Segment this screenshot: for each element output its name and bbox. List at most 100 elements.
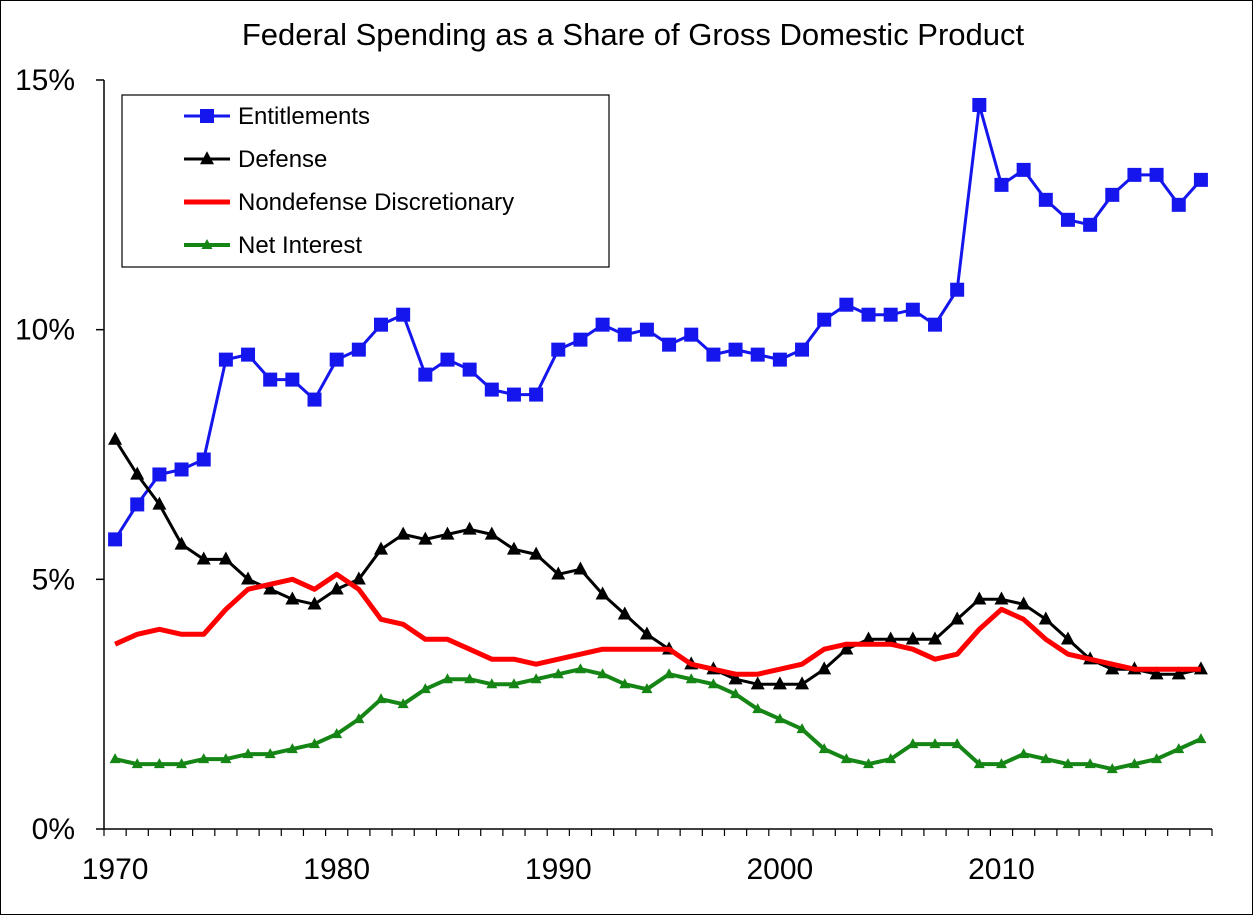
data-point-defense [529,546,544,560]
data-point-net-interest [641,683,653,694]
data-point-entitlements [639,322,654,337]
data-point-net-interest [685,673,697,684]
data-point-net-interest [597,668,609,679]
x-tick-label: 1970 [82,853,149,886]
data-point-net-interest [1040,753,1052,764]
data-point-defense [551,566,566,580]
data-point-defense [728,671,743,685]
data-point-defense [418,531,433,545]
data-point-entitlements [152,467,167,482]
data-point-defense [1038,611,1053,625]
data-point-entitlements [329,352,344,367]
data-point-defense [1016,596,1031,610]
data-point-entitlements [662,337,677,352]
data-point-entitlements [484,382,499,397]
data-point-net-interest [508,678,520,689]
data-point-entitlements [285,372,300,387]
x-tick-label: 2000 [747,853,814,886]
data-point-net-interest [397,698,409,709]
series-lines [108,97,1208,774]
data-point-defense [241,571,256,585]
legend-box [121,94,610,268]
data-point-defense [928,631,942,645]
y-tick-label: 5% [32,563,75,596]
data-point-entitlements [1083,217,1098,232]
y-tick-label: 10% [15,314,75,347]
data-point-defense [972,591,987,605]
data-point-defense [196,551,211,565]
data-point-entitlements [573,332,588,347]
data-point-defense [861,631,876,645]
data-point-entitlements [1193,172,1208,187]
data-point-entitlements [595,317,610,332]
series-nondefense-discretionary [114,571,1201,677]
series-entitlements [108,97,1208,547]
legend-label-entitlements: Entitlements [238,103,370,130]
data-point-defense [905,631,920,645]
data-point-net-interest [441,673,453,684]
data-point-defense [639,626,654,640]
data-point-net-interest [1018,748,1030,759]
data-point-entitlements [617,327,632,342]
data-point-entitlements [1038,192,1053,207]
data-point-entitlements [196,452,211,467]
data-point-entitlements [772,352,787,367]
legend-marker-net-interest [201,239,213,249]
data-point-defense [883,631,898,645]
data-point-entitlements [1149,167,1164,182]
series-line-nondefense-discretionary [114,571,1201,677]
data-point-entitlements [1171,197,1186,212]
data-point-net-interest [1062,758,1074,769]
data-point-entitlements [462,362,477,377]
data-point-defense [772,676,787,690]
data-point-defense [440,526,455,540]
data-point-entitlements [418,367,433,382]
data-point-net-interest [907,738,919,749]
data-point-entitlements [994,177,1009,192]
data-point-entitlements [928,317,942,332]
data-point-defense [1060,631,1075,645]
legend-marker-defense [200,151,214,165]
data-point-entitlements [861,307,876,322]
data-point-entitlements [1060,212,1075,227]
data-point-defense [750,676,765,690]
data-point-entitlements [1016,162,1031,177]
data-point-net-interest [264,748,276,759]
data-point-net-interest [663,668,675,679]
legend-label-nondefense-discretionary: Nondefense Discretionary [238,189,514,216]
y-tick-label: 15% [15,64,75,97]
data-point-entitlements [1105,187,1120,202]
data-point-net-interest [840,753,852,764]
data-point-net-interest [574,663,586,674]
data-point-defense [994,591,1009,605]
data-point-entitlements [795,342,810,357]
data-point-defense [484,526,499,540]
data-point-entitlements [706,347,721,362]
data-point-entitlements [529,387,544,402]
data-point-net-interest [951,738,963,749]
data-point-defense [795,676,810,690]
data-point-net-interest [153,758,165,769]
legend: Entitlements Defense Nondefense Discretion… [121,94,610,268]
data-point-net-interest [1106,763,1118,774]
data-point-defense [329,581,344,595]
data-point-entitlements [684,327,699,342]
data-point-defense [1105,661,1120,675]
data-point-net-interest [973,758,985,769]
data-point-entitlements [950,282,965,297]
data-point-net-interest [331,728,343,739]
y-tick-label: 0% [32,813,75,846]
data-point-defense [351,571,366,585]
data-point-net-interest [131,758,143,769]
data-point-net-interest [242,748,254,759]
data-point-entitlements [351,342,366,357]
data-point-net-interest [863,758,875,769]
data-point-net-interest [1128,758,1140,769]
data-point-defense [307,596,322,610]
data-point-entitlements [241,347,256,362]
data-point-defense [506,541,521,555]
data-point-net-interest [530,673,542,684]
x-tick-label: 1980 [303,853,370,886]
data-point-net-interest [176,758,188,769]
